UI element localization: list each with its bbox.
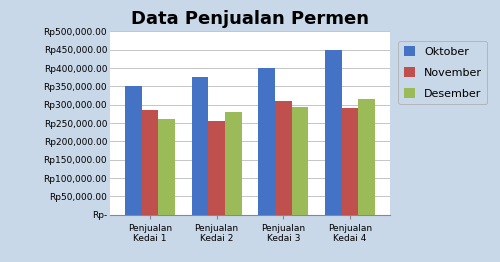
Bar [125,86,142,215]
Bar [142,110,158,215]
Bar [225,112,242,215]
Bar [208,121,225,215]
Bar [158,119,175,215]
Bar [325,50,342,215]
Bar [358,99,375,215]
Bar [342,108,358,215]
Bar [258,68,275,215]
Bar [192,77,208,215]
Bar [292,107,308,215]
Legend: Oktober, November, Desember: Oktober, November, Desember [398,41,488,104]
Title: Data Penjualan Permen: Data Penjualan Permen [131,10,369,29]
Bar [275,101,291,215]
